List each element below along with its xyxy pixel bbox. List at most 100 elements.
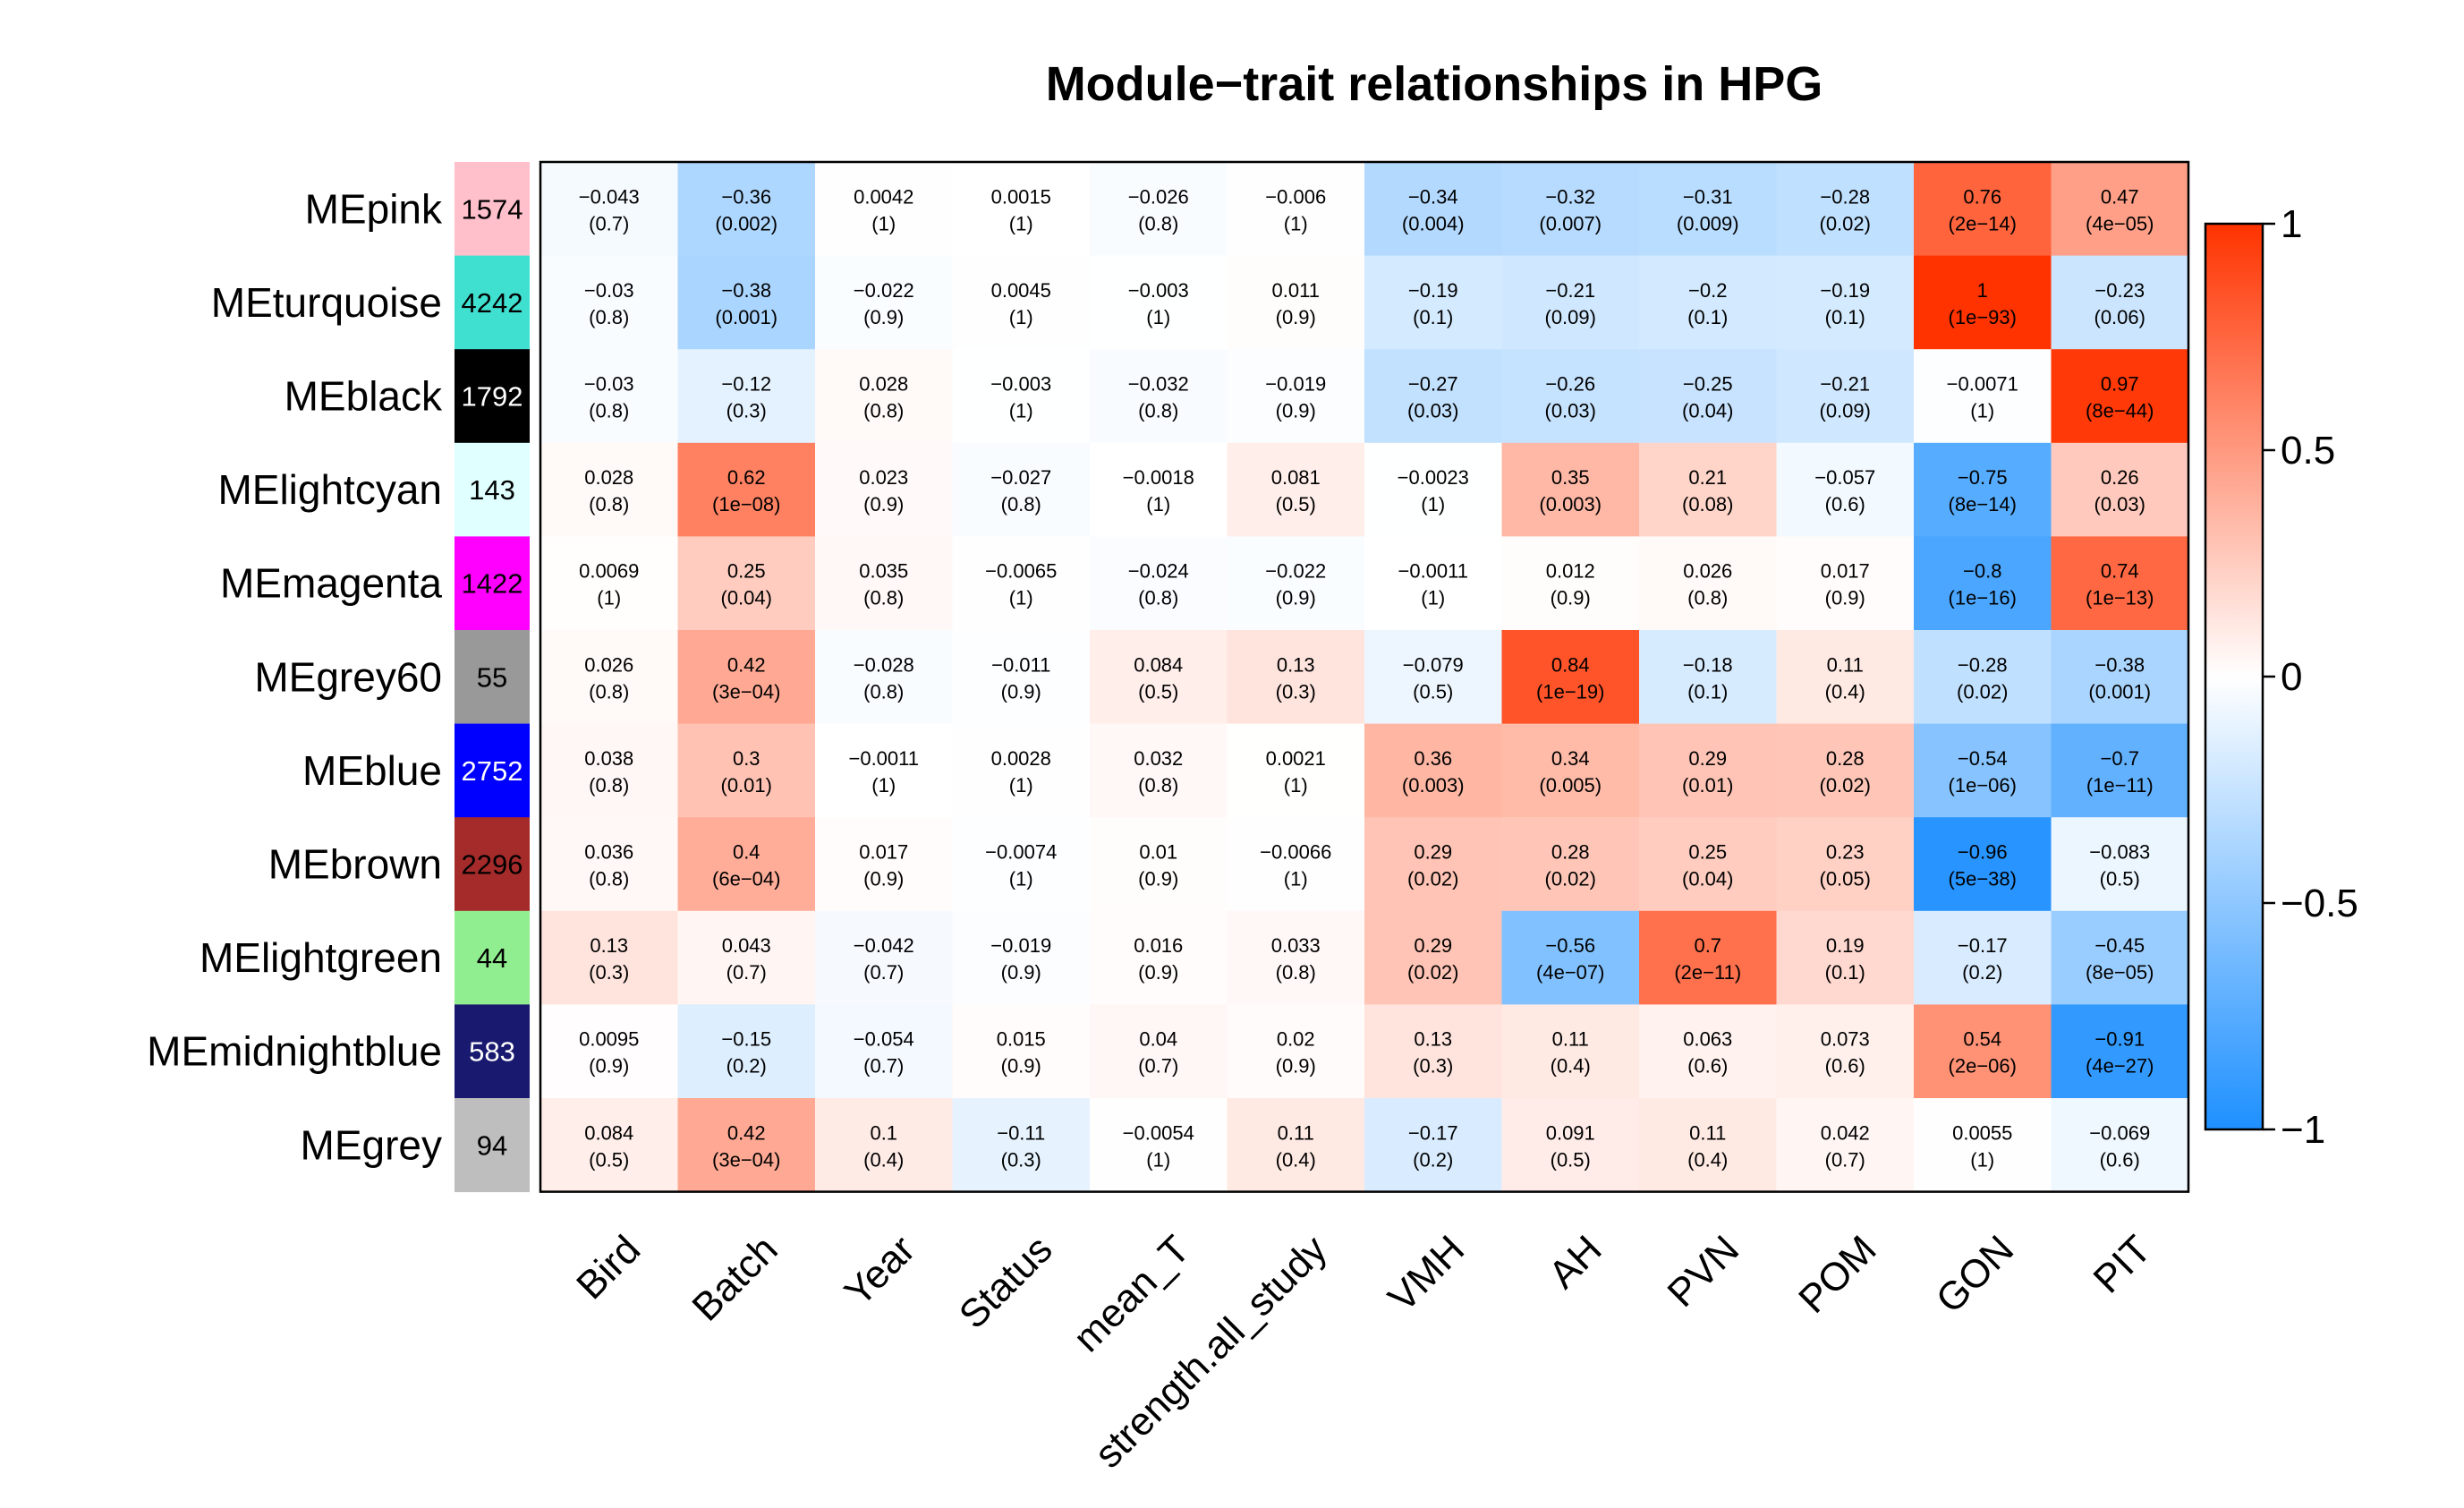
cell-correlation: −0.25 xyxy=(1683,373,1733,396)
cell-correlation: −0.019 xyxy=(990,934,1051,957)
column-label-AH: AH xyxy=(1541,1227,1610,1297)
cell-pvalue: (0.5) xyxy=(1413,680,1453,703)
cell-pvalue: (0.04) xyxy=(1682,868,1733,890)
cell-correlation: 0.038 xyxy=(584,747,633,770)
module-swatches: 1574 4242 1792 143 1422 55 2752 2296 44 583 94 xyxy=(455,162,530,1193)
cell-pvalue: (0.5) xyxy=(589,1148,629,1171)
heatmap-cell xyxy=(1639,910,1777,1005)
cell-correlation: −0.21 xyxy=(1820,373,1870,396)
heatmap-cell xyxy=(677,723,816,818)
cell-correlation: −0.032 xyxy=(1128,373,1189,396)
cell-pvalue: (0.003) xyxy=(1539,493,1602,515)
color-scale-tick-label: 0 xyxy=(2281,655,2302,699)
cell-pvalue: (0.4) xyxy=(863,1148,904,1171)
color-scale-tick-label: −0.5 xyxy=(2281,882,2358,925)
cell-correlation: −0.003 xyxy=(1128,279,1189,302)
cell-correlation: 0.11 xyxy=(1278,1121,1314,1144)
cell-pvalue: (0.09) xyxy=(1545,306,1596,328)
cell-correlation: 0.34 xyxy=(1551,747,1590,770)
cell-correlation: 0.35 xyxy=(1551,466,1590,489)
cell-pvalue: (0.003) xyxy=(1402,774,1465,797)
module-count-MEblack: 1792 xyxy=(462,381,523,413)
cell-pvalue: (0.7) xyxy=(863,1055,904,1078)
cell-pvalue: (1) xyxy=(1009,212,1033,234)
column-label-POM: POM xyxy=(1790,1227,1885,1322)
heatmap-cell xyxy=(1090,630,1228,725)
cell-correlation: 0.023 xyxy=(859,466,908,489)
cell-correlation: 0.13 xyxy=(590,934,628,957)
heatmap-cell xyxy=(1776,349,1915,444)
cell-correlation: 0.36 xyxy=(1414,747,1452,770)
heatmap-cell xyxy=(1227,910,1365,1005)
heatmap-cell xyxy=(1227,442,1365,537)
color-scale-legend: 1 0.5 0 −0.5 −1 xyxy=(2204,202,2358,1152)
cell-correlation: −0.17 xyxy=(1958,934,2008,957)
cell-pvalue: (0.1) xyxy=(1687,306,1728,328)
heatmap-cell xyxy=(1776,723,1915,818)
cell-pvalue: (0.8) xyxy=(1138,400,1178,422)
cell-correlation: −0.079 xyxy=(1403,653,1464,676)
cell-correlation: −0.0018 xyxy=(1123,466,1194,489)
cell-correlation: 0.3 xyxy=(733,747,760,770)
cell-correlation: −0.23 xyxy=(2094,279,2145,302)
heatmap-cell xyxy=(952,910,1091,1005)
heatmap-cell xyxy=(2051,162,2189,257)
cell-correlation: 0.23 xyxy=(1826,841,1865,864)
cell-pvalue: (0.7) xyxy=(726,961,767,984)
cell-pvalue: (6e−04) xyxy=(712,868,780,890)
cell-correlation: 0.0021 xyxy=(1266,747,1326,770)
cell-pvalue: (0.009) xyxy=(1677,212,1739,234)
cell-pvalue: (0.8) xyxy=(589,680,629,703)
cell-correlation: 0.21 xyxy=(1688,466,1727,489)
heatmap-cell xyxy=(540,723,678,818)
column-label-Batch: Batch xyxy=(684,1227,786,1329)
cell-correlation: 0.017 xyxy=(1821,560,1870,583)
cell-pvalue: (0.8) xyxy=(1276,961,1316,984)
heatmap-cell xyxy=(1776,536,1915,631)
heatmap-cell xyxy=(2051,536,2189,631)
cell-pvalue: (0.8) xyxy=(1138,212,1178,234)
cell-correlation: 0.026 xyxy=(1683,560,1732,583)
heatmap-cell xyxy=(952,442,1091,537)
cell-correlation: −0.0074 xyxy=(985,841,1057,864)
cell-correlation: 0.28 xyxy=(1826,747,1865,770)
heatmap-cell xyxy=(1639,1004,1777,1099)
heatmap-cell xyxy=(1639,162,1777,257)
cell-pvalue: (1) xyxy=(1009,587,1033,609)
heatmap-cell xyxy=(1090,442,1228,537)
cell-correlation: 0.11 xyxy=(1827,653,1864,676)
heatmap-cell xyxy=(540,910,678,1005)
heatmap-cell xyxy=(815,630,953,725)
cell-pvalue: (1) xyxy=(1009,868,1033,890)
heatmap-cell xyxy=(1776,442,1915,537)
heatmap-cell xyxy=(1914,817,2052,912)
cell-correlation: −0.19 xyxy=(1820,279,1870,302)
cell-pvalue: (0.08) xyxy=(1682,493,1733,515)
cell-correlation: 0.026 xyxy=(584,653,633,676)
heatmap-cell xyxy=(1227,817,1365,912)
cell-correlation: 0.74 xyxy=(2101,560,2139,583)
heatmap-cell xyxy=(1364,255,1502,350)
cell-pvalue: (0.1) xyxy=(1413,306,1453,328)
cell-pvalue: (0.02) xyxy=(1407,961,1458,984)
cell-pvalue: (1e−11) xyxy=(2086,774,2154,797)
cell-pvalue: (0.4) xyxy=(1551,1055,1591,1078)
heatmap-cell xyxy=(677,630,816,725)
module-swatch-MEgrey xyxy=(455,1098,530,1193)
cell-correlation: −0.11 xyxy=(997,1121,1045,1144)
cell-pvalue: (0.9) xyxy=(1138,868,1178,890)
cell-correlation: 0.01 xyxy=(1139,841,1177,864)
cell-correlation: 0.012 xyxy=(1546,560,1595,583)
heatmap-cell xyxy=(677,442,816,537)
heatmap-cell xyxy=(1501,910,1640,1005)
column-label-VMH: VMH xyxy=(1380,1227,1473,1320)
module-swatch-MEmagenta xyxy=(455,536,530,631)
cell-pvalue: (1) xyxy=(1146,493,1170,515)
cell-correlation: 0.11 xyxy=(1689,1121,1726,1144)
cell-pvalue: (0.03) xyxy=(1407,400,1458,422)
cell-pvalue: (0.8) xyxy=(863,400,904,422)
cell-correlation: −0.022 xyxy=(1265,560,1326,583)
module-swatch-MEblack xyxy=(455,349,530,444)
cell-correlation: 0.017 xyxy=(859,841,908,864)
heatmap-cell xyxy=(1914,723,2052,818)
